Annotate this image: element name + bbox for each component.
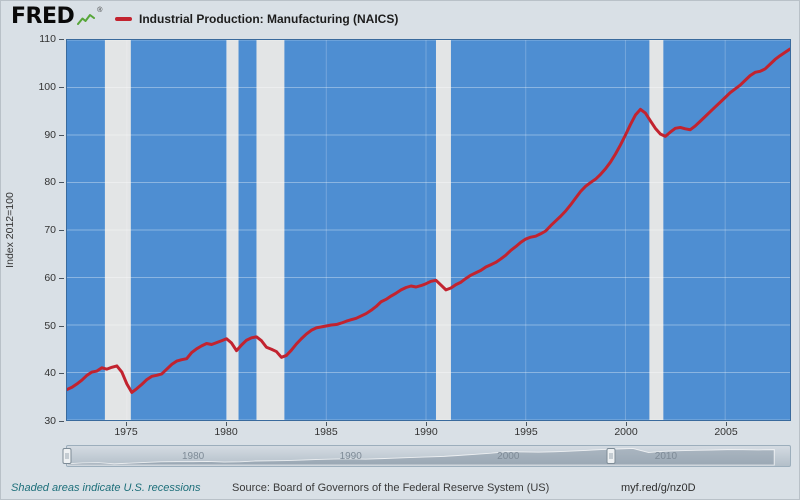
legend: Industrial Production: Manufacturing (NA… xyxy=(115,12,398,26)
y-tick-label: 50 xyxy=(44,319,56,332)
y-tick-label: 70 xyxy=(44,224,56,236)
x-tick-label: 1990 xyxy=(414,426,438,438)
footer: Shaded areas indicate U.S. recessions So… xyxy=(1,479,799,499)
y-tick-label: 100 xyxy=(38,80,56,93)
y-tick-mark xyxy=(59,277,64,279)
y-tick-label: 80 xyxy=(44,176,56,189)
x-tick-label: 1980 xyxy=(214,426,238,438)
x-tick-mark xyxy=(426,422,427,426)
y-tick-mark xyxy=(59,134,64,136)
y-tick-mark xyxy=(59,230,64,231)
slider-year-label: 1980 xyxy=(181,451,205,462)
y-axis: 30 40 50 60 70 80 90 100 110 xyxy=(1,33,65,427)
series-title: Industrial Production: Manufacturing (NA… xyxy=(139,12,399,26)
short-url-link[interactable]: myf.red/g/nz0D xyxy=(621,482,696,494)
y-tick-mark xyxy=(59,373,64,375)
x-tick-mark xyxy=(126,422,127,426)
plot-area[interactable] xyxy=(66,39,791,421)
y-tick-label: 30 xyxy=(44,415,56,427)
recession-band xyxy=(226,40,239,420)
slider-year-label: 2010 xyxy=(654,451,678,462)
fred-logo-text: FRED xyxy=(11,4,75,29)
range-slider-left-handle[interactable] xyxy=(62,448,72,464)
minimap-svg xyxy=(67,447,775,466)
x-tick-label: 2000 xyxy=(614,426,638,438)
recession-band xyxy=(104,40,131,420)
x-tick-label: 1995 xyxy=(514,426,538,438)
x-tick-mark xyxy=(526,422,527,426)
recession-note-link[interactable]: Shaded areas indicate U.S. recessions xyxy=(11,482,201,494)
range-slider[interactable]: 1980 1990 2000 2010 xyxy=(62,445,791,467)
source-text: Source: Board of Governors of the Federa… xyxy=(232,482,550,494)
x-tick-mark xyxy=(226,422,227,426)
y-tick-mark xyxy=(59,39,64,40)
minimap-area xyxy=(67,447,775,466)
fred-logo-registered-mark: ® xyxy=(97,7,103,14)
recession-band xyxy=(435,40,451,420)
plot-svg xyxy=(67,40,790,420)
fred-logo[interactable]: FRED ® xyxy=(11,6,102,31)
slider-year-label: 2000 xyxy=(497,451,520,462)
x-tick-mark xyxy=(326,422,327,426)
x-axis: 1975 1980 1985 1990 1995 2000 2005 xyxy=(66,422,791,439)
x-tick-label: 1985 xyxy=(314,426,338,438)
range-slider-right-handle[interactable] xyxy=(606,448,616,464)
x-tick-mark xyxy=(626,422,627,426)
y-tick-label: 90 xyxy=(44,128,56,141)
x-tick-label: 2005 xyxy=(714,426,738,438)
x-tick-label: 1975 xyxy=(114,426,138,438)
series-line-industrial-production-manufacturing[interactable] xyxy=(67,47,790,394)
y-tick-mark xyxy=(59,182,64,184)
x-tick-mark xyxy=(726,422,727,426)
series-color-swatch xyxy=(115,17,132,21)
y-tick-mark xyxy=(59,86,64,88)
y-tick-label: 40 xyxy=(44,367,56,380)
y-tick-mark xyxy=(59,325,64,327)
y-tick-mark xyxy=(59,421,64,422)
y-tick-label: 110 xyxy=(39,33,56,45)
y-tick-label: 60 xyxy=(44,271,56,284)
slider-year-label: 1990 xyxy=(339,451,362,462)
fred-logo-sparkline-icon xyxy=(77,13,96,31)
